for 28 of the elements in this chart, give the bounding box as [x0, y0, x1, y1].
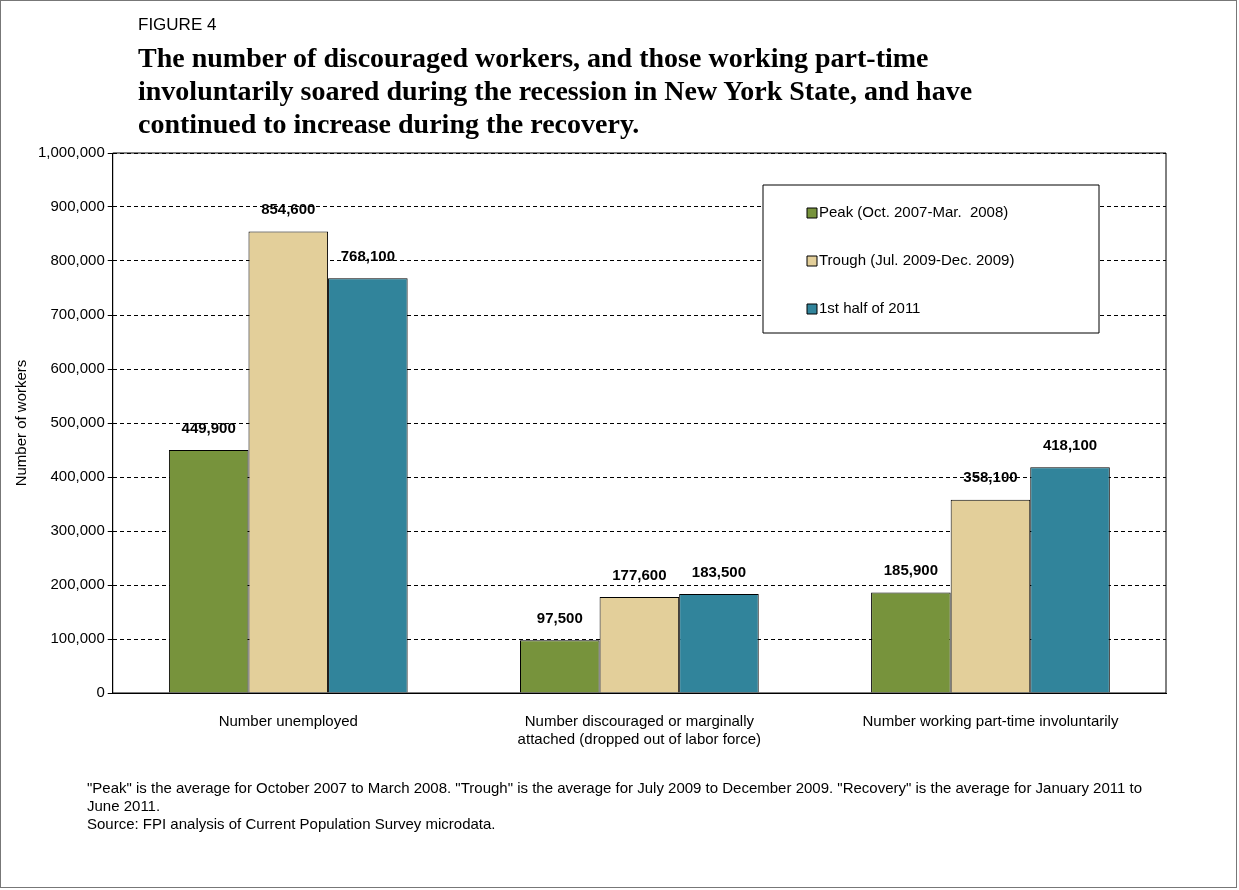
data-label: 185,900 — [883, 561, 938, 579]
chart-subtitle: FIGURE 4 — [138, 15, 217, 35]
x-tick-label: Number discouraged or marginally attached (dropped out of labor force) — [517, 712, 762, 748]
data-label: 418,100 — [1042, 435, 1098, 453]
data-label: 177,600 — [612, 565, 667, 583]
y-tick-label: 700,000 — [50, 305, 105, 323]
x-tick-label: Number working part-time involuntarily — [862, 712, 1119, 730]
legend-label: 1st half of 2011 — [819, 299, 921, 317]
y-tick-label: 600,000 — [50, 359, 105, 377]
x-tick-label: Number unemployed — [218, 712, 358, 730]
chart-title: The number of discouraged workers, and those working part-time involuntarily soared during the recession in New York State, and have continued to increase during the recovery. — [138, 41, 974, 140]
data-label: 97,500 — [536, 608, 583, 626]
legend-label: Trough (Jul. 2009-Dec. 2009) — [819, 251, 1015, 269]
legend-label: Peak (Oct. 2007-Mar. 2008) — [819, 203, 1009, 221]
source-note: Source: FPI analysis of Current Population Survey microdata. — [87, 815, 497, 833]
y-tick-label: 900,000 — [50, 197, 105, 215]
y-tick-label: 400,000 — [50, 467, 105, 485]
y-axis-title: Number of workers — [12, 359, 30, 487]
data-label: 449,900 — [181, 418, 236, 436]
y-tick-label: 0 — [96, 683, 105, 701]
y-tick-label: 1,000,000 — [38, 143, 105, 161]
data-label: 183,500 — [691, 562, 747, 580]
y-tick-label: 800,000 — [50, 251, 105, 269]
y-tick-label: 200,000 — [50, 575, 105, 593]
y-tick-label: 500,000 — [50, 413, 105, 431]
y-tick-label: 300,000 — [50, 521, 105, 539]
text: "Peak" is the average for October 2007 to March 2008. "Trough" is the average for July 2009 to December 2009. "Recovery" is the average for January 2011 to June 2011. — [87, 779, 1144, 815]
y-tick-label: 100,000 — [50, 629, 105, 647]
